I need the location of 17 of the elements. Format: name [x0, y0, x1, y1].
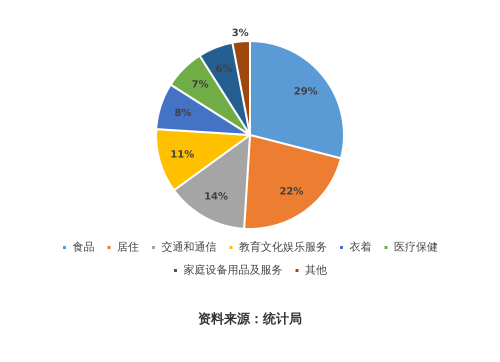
- legend-label: 其他: [305, 263, 327, 276]
- legend-label: 衣着: [350, 240, 372, 254]
- data-label: 22%: [279, 186, 304, 198]
- data-label: 11%: [170, 149, 194, 160]
- legend-label: 医疗保健: [394, 240, 438, 254]
- data-label: 6%: [216, 64, 233, 76]
- data-label: 7%: [192, 80, 209, 91]
- legend-label: 食品: [72, 240, 94, 254]
- data-label: 14%: [204, 191, 228, 202]
- text: 资料来源：统计局: [197, 310, 303, 328]
- legend-label: 交通和通信: [162, 240, 216, 254]
- data-label: 8%: [174, 108, 192, 119]
- legend-label: 居住: [117, 240, 139, 254]
- legend-label: 家庭设备用品及服务: [184, 263, 282, 276]
- data-label: 3%: [232, 28, 249, 40]
- data-label: 29%: [294, 86, 318, 98]
- legend-label: 教育文化娱乐服务: [239, 240, 327, 254]
